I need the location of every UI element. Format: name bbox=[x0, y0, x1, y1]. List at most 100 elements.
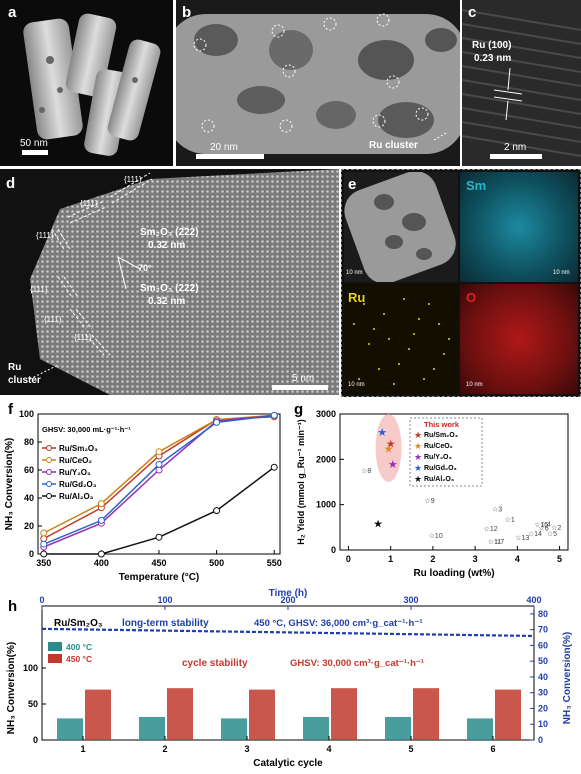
panel-f-label: f bbox=[8, 401, 13, 418]
panel-d-plane2-label: Sm₂O₃ (222) bbox=[140, 283, 199, 294]
h-top-tick-label: 200 bbox=[280, 595, 295, 605]
g-literature-point: ☆7 bbox=[494, 538, 504, 546]
g-literature-point: ☆9 bbox=[424, 497, 434, 505]
panel-b-label: b bbox=[182, 4, 192, 21]
f-legend-label: Ru/Al₂O₃ bbox=[59, 492, 94, 501]
g-literature-point: ☆12 bbox=[484, 525, 498, 533]
panel-d-ru-label: Ru bbox=[8, 362, 22, 373]
h-y-axis-label: NH₃ Conversion(%) bbox=[6, 642, 17, 734]
g-x-tick-label: 3 bbox=[473, 554, 478, 564]
f-data-point bbox=[97, 516, 105, 524]
ru-lattice-image bbox=[462, 0, 581, 166]
h-top-tick-label: 100 bbox=[157, 595, 172, 605]
g-literature-point: ☆4 bbox=[541, 520, 551, 528]
panel-a-scale-bar bbox=[22, 150, 48, 155]
h-x-tick-label: 2 bbox=[162, 744, 167, 754]
h-stability-conditions: 450 °C, GHSV: 36,000 cm³·g_cat⁻¹·h⁻¹ bbox=[254, 618, 423, 629]
f-data-point bbox=[155, 448, 163, 456]
f-data-point bbox=[40, 550, 48, 558]
g-data-point: ★ bbox=[377, 427, 387, 439]
f-x-tick-label: 450 bbox=[151, 558, 166, 568]
h-y2-tick-label: 70 bbox=[538, 625, 548, 635]
f-legend-label: Ru/Y₂O₃ bbox=[59, 468, 91, 477]
h-y2-tick-label: 0 bbox=[538, 735, 543, 745]
panel-d-facet-label-1: {111} bbox=[124, 175, 142, 184]
g-x-tick-label: 0 bbox=[346, 554, 351, 564]
chart-h: 0 100 200 300 400 Time (h) 0 50 100 NH₃ Conversio… bbox=[0, 588, 581, 769]
o-map-label: O bbox=[466, 290, 477, 305]
panel-b-scale-bar bbox=[196, 154, 264, 159]
h-bar bbox=[221, 718, 247, 740]
h-y2-tick-label: 20 bbox=[538, 703, 548, 713]
panel-a-label: a bbox=[8, 4, 17, 21]
f-y-axis-label: NH₃ Conversion(%) bbox=[4, 438, 15, 530]
h-bar bbox=[167, 688, 193, 740]
f-data-point bbox=[40, 529, 48, 537]
h-cycle-label: cycle stability bbox=[182, 658, 248, 669]
h-y2-axis-label: NH₃ Conversion(%) bbox=[562, 632, 573, 724]
panel-c-scale-label: 2 nm bbox=[504, 142, 527, 153]
g-this-work-highlight bbox=[375, 414, 402, 482]
g-legend-marker: ★ bbox=[414, 441, 422, 451]
f-y-tick-label: 60 bbox=[24, 465, 34, 475]
h-bar bbox=[413, 688, 439, 740]
f-data-point bbox=[40, 540, 48, 548]
nanorods-tem-image bbox=[0, 0, 173, 166]
g-literature-point: ☆15 bbox=[534, 521, 548, 529]
h-bar bbox=[85, 689, 111, 740]
g-x-tick-label: 1 bbox=[388, 554, 393, 564]
f-x-tick-label: 350 bbox=[36, 558, 51, 568]
f-data-point bbox=[270, 463, 278, 471]
f-series-line bbox=[43, 416, 275, 540]
h-bar bbox=[467, 718, 493, 740]
chart-g-svg: 0 1 2 3 4 5 0 1000 2000 3000 Ru loading (wt%) H₂ Yi… bbox=[296, 409, 569, 579]
g-legend-label: Ru/Y₂O₃ bbox=[424, 454, 452, 461]
h-x-tick-label: 3 bbox=[244, 744, 249, 754]
g-y-axis-label: H₂ Yield (mmol g_Ru⁻¹ min⁻¹) bbox=[296, 419, 306, 545]
f-legend-marker bbox=[46, 457, 52, 463]
h-bar bbox=[331, 688, 357, 740]
panel-e-frame: e 10 nm Sm 10 nm Ru 10 nm O 10 nm bbox=[341, 169, 581, 397]
f-legend-marker bbox=[46, 445, 52, 451]
h-x-tick-label: 6 bbox=[490, 744, 495, 754]
f-y-tick-label: 100 bbox=[19, 409, 34, 419]
panel-b-image: b 20 nm Ru cluster bbox=[176, 0, 460, 166]
g-y-tick-label: 2000 bbox=[316, 454, 336, 464]
sm2o3-lattice-haadf-image bbox=[0, 169, 339, 395]
g-literature-point: ☆11 bbox=[488, 538, 502, 546]
g-literature-point: ☆1 bbox=[505, 516, 515, 524]
o-map-scale: 10 nm bbox=[466, 382, 483, 388]
h-bar bbox=[139, 716, 165, 740]
ru-map-label: Ru bbox=[348, 290, 366, 305]
panel-c-image: c Ru (100) 0.23 nm 2 nm bbox=[462, 0, 581, 166]
ru-map-scale: 10 nm bbox=[348, 382, 365, 388]
g-legend-label: Ru/Sm₂O₃ bbox=[424, 432, 458, 439]
h-y2-tick-label: 50 bbox=[538, 656, 548, 666]
ru-dots bbox=[353, 298, 450, 385]
sm-map bbox=[460, 172, 578, 282]
h-bar bbox=[495, 689, 521, 740]
panel-d-cluster-label: cluster bbox=[8, 375, 41, 386]
f-ghsv-note: GHSV: 30,000 mL·g⁻¹·h⁻¹ bbox=[42, 425, 131, 434]
h-bar bbox=[249, 689, 275, 740]
h-y-tick-label: 50 bbox=[28, 699, 38, 709]
g-y-tick-label: 1000 bbox=[316, 500, 336, 510]
h-y2-tick-label: 60 bbox=[538, 640, 548, 650]
panel-d-facet-label-6: {111} bbox=[74, 333, 92, 342]
h-x-axis-label: Catalytic cycle bbox=[253, 758, 323, 769]
h-x-tick-label: 5 bbox=[408, 744, 413, 754]
h-bar bbox=[303, 716, 329, 740]
panel-e-haadf bbox=[344, 172, 458, 282]
g-literature-point: ☆3 bbox=[492, 505, 502, 513]
panel-a-image: a 50 nm bbox=[0, 0, 173, 166]
panel-d-facet-label-4: {111} bbox=[30, 285, 48, 294]
panel-a-scale-label: 50 nm bbox=[20, 138, 48, 149]
f-x-tick-label: 550 bbox=[267, 558, 282, 568]
sm2o3-haadf-image bbox=[176, 0, 460, 166]
g-data-point: ★ bbox=[388, 459, 398, 471]
g-x-tick-label: 4 bbox=[515, 554, 520, 564]
panel-d-scale-bar bbox=[272, 385, 328, 390]
h-x-tick-label: 4 bbox=[326, 744, 331, 754]
g-legend-label: Ru/Gd₂O₃ bbox=[424, 465, 457, 472]
g-x-tick-label: 2 bbox=[430, 554, 435, 564]
